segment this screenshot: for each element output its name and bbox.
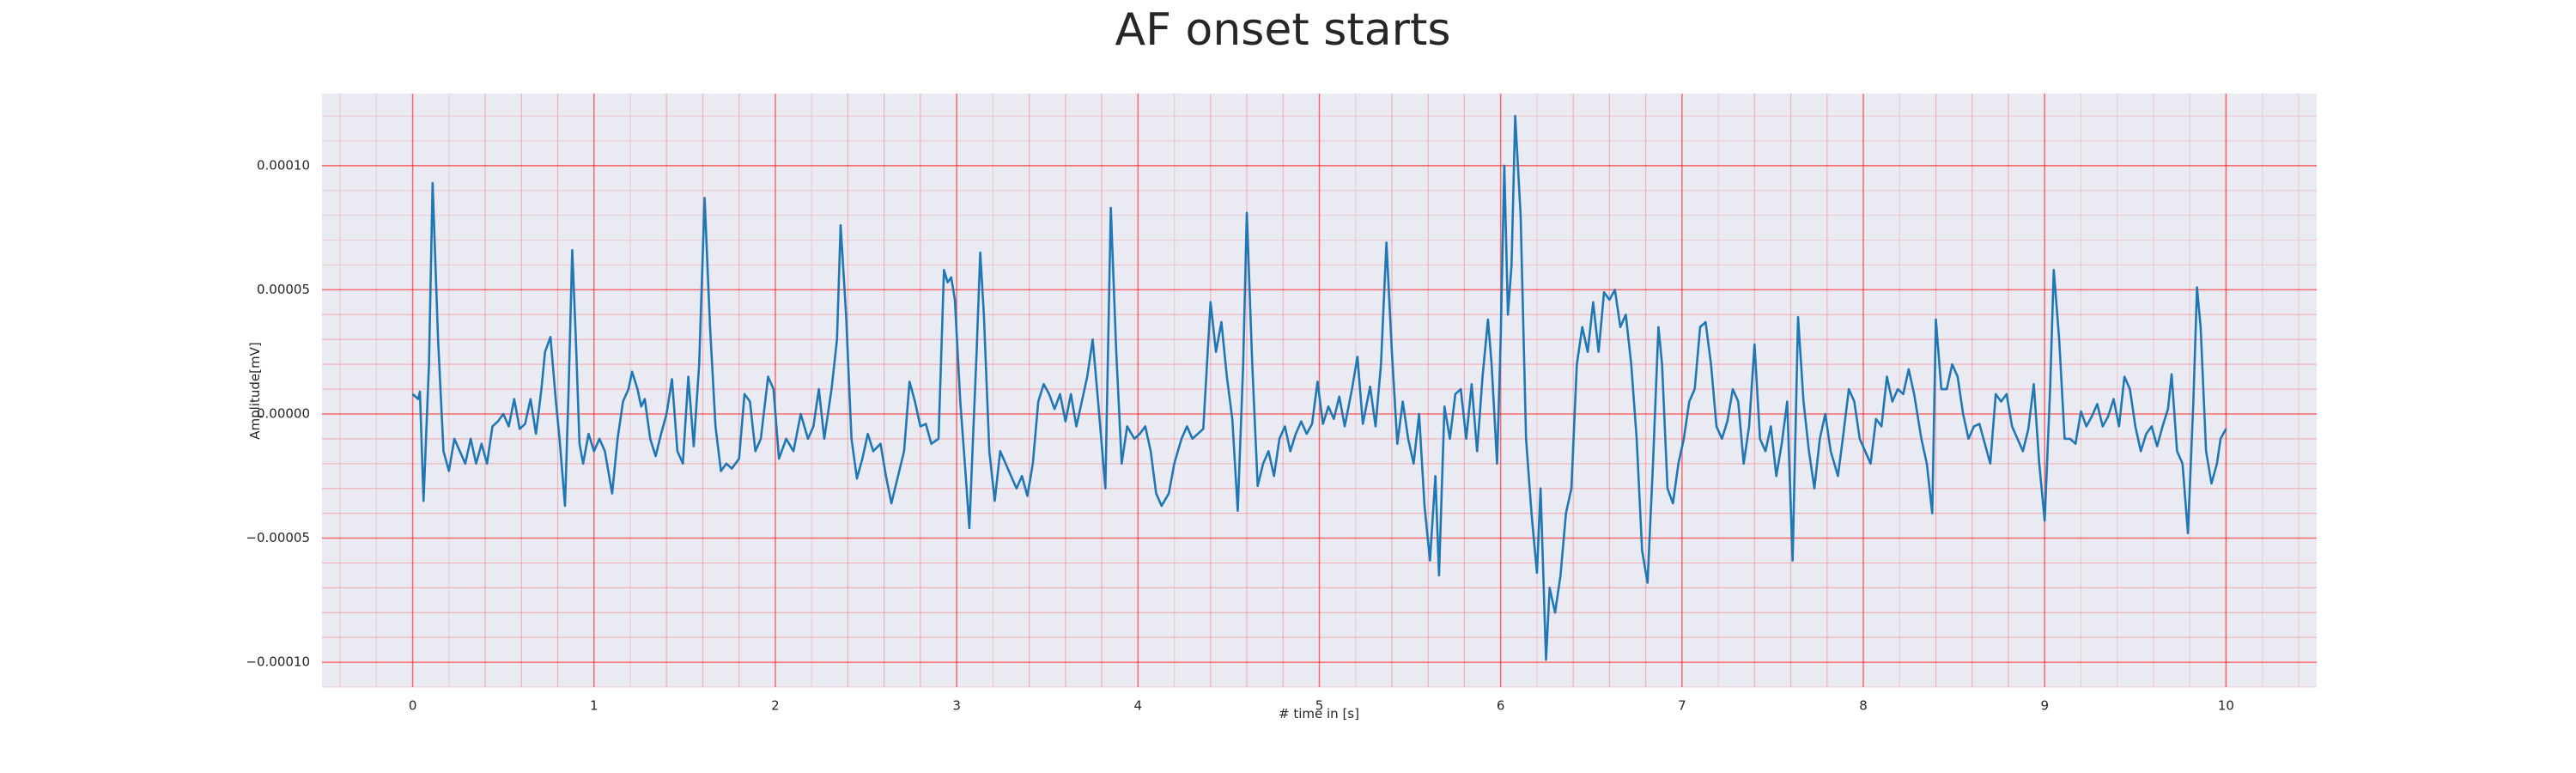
x-tick-label: 3 [952,698,961,714]
x-axis-label: # time in [s] [1279,706,1359,721]
x-tick-label: 8 [1859,698,1868,714]
x-tick-label: 2 [771,698,780,714]
chart-title: AF onset starts [1115,4,1451,56]
y-tick-label: −0.00005 [246,530,310,545]
y-tick-label: 0.00000 [257,405,310,421]
x-tick-label: 6 [1497,698,1505,714]
x-tick-label: 5 [1315,698,1324,714]
x-tick-label: 1 [590,698,598,714]
x-tick-label: 7 [1678,698,1686,714]
y-tick-label: 0.00010 [257,157,310,173]
x-tick-label: 4 [1134,698,1143,714]
y-tick-label: 0.00005 [257,282,310,297]
y-axis-label: Amplitude[mV] [247,342,263,439]
signal-line [411,114,2227,661]
x-tick-label: 9 [2040,698,2049,714]
x-tick-label: 0 [409,698,417,714]
x-tick-label: 10 [2218,698,2234,714]
y-tick-label: −0.00010 [246,654,310,670]
